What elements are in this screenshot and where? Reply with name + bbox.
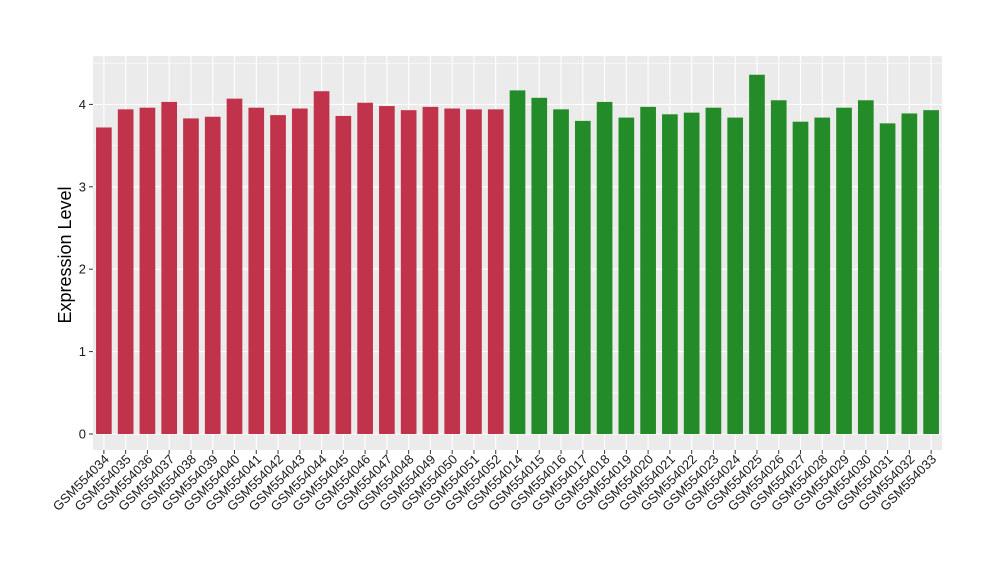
y-tick-label: 4 (79, 97, 86, 112)
bar-gsm554017 (574, 120, 591, 434)
bar-gsm554050 (444, 108, 461, 435)
bar-gsm554043 (291, 108, 308, 435)
bar-gsm554049 (422, 106, 439, 434)
bar-gsm554045 (335, 115, 352, 434)
bar-gsm554023 (705, 107, 722, 435)
bar-gsm554031 (879, 123, 896, 435)
bars (96, 74, 939, 435)
bar-gsm554032 (901, 113, 918, 435)
bar-gsm554051 (466, 109, 482, 435)
bar-gsm554014 (509, 90, 526, 434)
bar-gsm554028 (814, 117, 831, 435)
y-tick-label: 0 (79, 427, 86, 442)
bar-gsm554033 (923, 110, 939, 434)
bar-gsm554044 (313, 91, 330, 434)
bar-gsm554048 (400, 110, 417, 434)
bar-gsm554018 (596, 101, 613, 434)
bar-gsm554027 (792, 121, 809, 434)
axes: 01234GSM554034GSM554035GSM554036GSM55403… (50, 97, 939, 514)
bar-gsm554042 (270, 115, 286, 434)
y-tick-label: 3 (79, 179, 86, 194)
bar-gsm554047 (379, 106, 395, 434)
bar-gsm554015 (531, 97, 548, 435)
bar-gsm554039 (204, 116, 221, 434)
bar-gsm554038 (183, 118, 199, 435)
bar-gsm554026 (770, 100, 787, 434)
bar-gsm554020 (640, 106, 656, 434)
bar-gsm554052 (487, 109, 504, 435)
bar-gsm554037 (161, 101, 178, 434)
bar-gsm554019 (618, 117, 635, 435)
bar-gsm554040 (226, 98, 243, 434)
bar-gsm554024 (727, 117, 744, 435)
bar-gsm554041 (248, 107, 265, 435)
bar-gsm554025 (749, 74, 765, 435)
bar-gsm554046 (357, 102, 373, 434)
bar-gsm554036 (139, 107, 156, 435)
bar-gsm554022 (683, 112, 700, 434)
bar-gsm554029 (836, 107, 852, 435)
bar-gsm554016 (553, 109, 569, 435)
y-axis-title: Expression Level (55, 186, 75, 323)
bar-gsm554021 (662, 114, 678, 435)
bar-gsm554034 (96, 127, 112, 435)
bar-gsm554035 (117, 109, 134, 435)
bar-gsm554030 (857, 100, 874, 434)
y-tick-label: 1 (79, 344, 86, 359)
y-tick-label: 2 (79, 262, 86, 277)
